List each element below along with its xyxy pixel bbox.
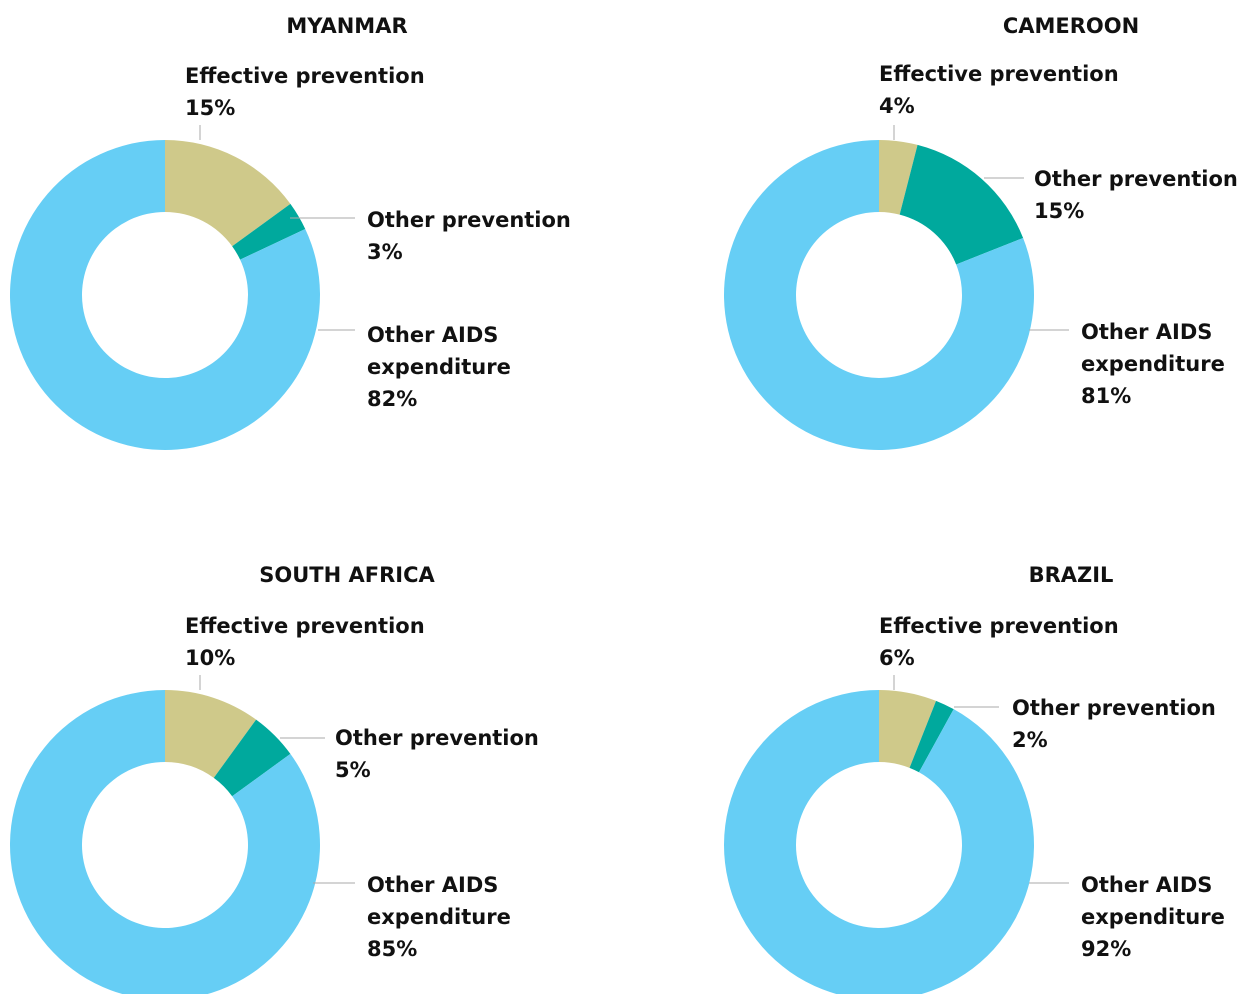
slice-label: Other AIDS expenditure 82%: [367, 319, 527, 415]
slice-label: Other AIDS expenditure 92%: [1081, 869, 1241, 965]
donut-slice: [879, 140, 918, 215]
slice-label-text: Other AIDS expenditure: [367, 323, 511, 379]
slice-label: Other AIDS expenditure 85%: [367, 869, 527, 965]
slice-value: 6%: [879, 646, 915, 670]
slice-label: Other prevention 5%: [335, 722, 539, 786]
slice-label-text: Other prevention: [1012, 696, 1216, 720]
slice-value: 10%: [185, 646, 236, 670]
donut-slice: [879, 690, 937, 768]
slice-value: 15%: [185, 96, 236, 120]
chart-title: MYANMAR: [286, 14, 407, 38]
slice-value: 3%: [367, 240, 403, 264]
donut-slice: [165, 690, 257, 778]
slice-value: 2%: [1012, 728, 1048, 752]
slice-label: Other AIDS expenditure 81%: [1081, 316, 1241, 412]
slice-label-text: Effective prevention: [879, 614, 1119, 638]
chart-title: CAMEROON: [1003, 14, 1139, 38]
slice-label: Effective prevention 6%: [879, 610, 1119, 674]
slice-label-text: Effective prevention: [185, 64, 425, 88]
slice-value: 5%: [335, 758, 371, 782]
slice-label-text: Other AIDS expenditure: [1081, 873, 1225, 929]
donut-slice: [724, 690, 1034, 994]
slice-label-text: Effective prevention: [879, 62, 1119, 86]
slice-value: 82%: [367, 387, 418, 411]
slice-label-text: Effective prevention: [185, 614, 425, 638]
slice-label-text: Other prevention: [335, 726, 539, 750]
chart-title-text: BRAZIL: [1028, 563, 1114, 587]
donut-slice: [165, 140, 291, 247]
donut-slice: [10, 690, 320, 994]
slice-label: Other prevention 2%: [1012, 692, 1216, 756]
donut-slice: [724, 140, 1034, 450]
slice-label: Effective prevention 10%: [185, 610, 425, 674]
slice-label-text: Other AIDS expenditure: [367, 873, 511, 929]
slice-value: 92%: [1081, 937, 1132, 961]
slice-label: Effective prevention 4%: [879, 58, 1119, 122]
slice-label: Other prevention 3%: [367, 204, 571, 268]
donut-slice: [909, 700, 954, 773]
chart-title-text: SOUTH AFRICA: [259, 563, 435, 587]
slice-value: 81%: [1081, 384, 1132, 408]
slice-value: 15%: [1034, 199, 1085, 223]
slice-value: 4%: [879, 94, 915, 118]
donut-slice: [213, 719, 291, 797]
slice-label: Other prevention 15%: [1034, 163, 1238, 227]
slice-label: Effective prevention 15%: [185, 60, 425, 124]
slice-label-text: Other prevention: [367, 208, 571, 232]
chart-title-text: CAMEROON: [1002, 14, 1140, 38]
chart-title-text: MYANMAR: [286, 14, 408, 38]
chart-title: SOUTH AFRICA: [259, 563, 435, 587]
donut-slice: [232, 203, 306, 260]
slice-label-text: Other AIDS expenditure: [1081, 320, 1225, 376]
donut-slice: [9, 140, 320, 450]
slice-label-text: Other prevention: [1034, 167, 1238, 191]
chart-title: BRAZIL: [1029, 563, 1114, 587]
slice-value: 85%: [367, 937, 418, 961]
donut-slice: [899, 144, 1024, 265]
